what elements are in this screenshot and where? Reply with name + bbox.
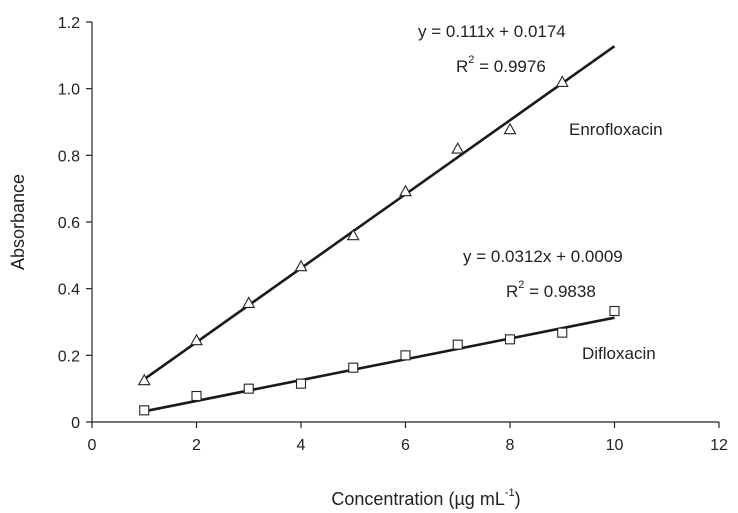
y-tick-label: 0.4: [58, 282, 80, 299]
x-tick-label: 0: [88, 437, 97, 454]
series-label-enrofloxacin: Enrofloxacin: [569, 120, 663, 139]
point-difloxacin: [504, 334, 516, 345]
x-axis-title-main: Concentration (µg mL: [331, 489, 504, 509]
x-tick-label: 8: [506, 437, 515, 454]
x-axis-title-sup: -1: [505, 487, 515, 499]
fit-line-enrofloxacin: [143, 45, 616, 381]
r2-difloxacin-value: = 0.9838: [524, 282, 595, 301]
point-difloxacin: [348, 362, 359, 373]
x-tick-label: 10: [606, 437, 624, 454]
x-axis-title-close: ): [515, 489, 521, 509]
x-tick-label: 12: [710, 437, 728, 454]
data-markers: [137, 75, 620, 416]
fit-line-difloxacin: [143, 316, 615, 413]
point-difloxacin: [557, 327, 568, 338]
point-enrofloxacin: [294, 259, 308, 272]
equation-enrofloxacin: y = 0.111x + 0.0174: [418, 22, 566, 41]
point-enrofloxacin: [190, 333, 203, 346]
equation-difloxacin: y = 0.0312x + 0.0009: [463, 247, 623, 266]
ticks: 0 2 4 6 8 10 12 0 0.2 0.4 0.6 0.8 1.0 1.2: [58, 15, 728, 454]
r2-enrofloxacin: R2 = 0.9976: [456, 54, 546, 76]
point-enrofloxacin: [399, 184, 412, 197]
r2-enrofloxacin-sup: 2: [468, 54, 474, 66]
point-difloxacin: [191, 390, 202, 402]
point-enrofloxacin: [503, 122, 517, 135]
y-tick-label: 0: [71, 415, 80, 432]
x-axis-title: Concentration (µg mL-1): [331, 487, 520, 509]
point-enrofloxacin: [346, 228, 360, 241]
point-difloxacin: [452, 339, 463, 350]
point-enrofloxacin: [242, 296, 256, 308]
point-enrofloxacin: [555, 75, 569, 87]
r2-enrofloxacin-value: = 0.9976: [474, 57, 545, 76]
fit-lines: [143, 45, 616, 413]
y-tick-label: 0.2: [58, 348, 80, 365]
point-enrofloxacin: [451, 142, 465, 154]
point-difloxacin: [295, 378, 307, 389]
y-tick-label: 1.0: [58, 82, 80, 99]
point-difloxacin: [609, 305, 620, 317]
r2-difloxacin-prefix: R: [506, 282, 518, 301]
point-difloxacin: [243, 383, 254, 394]
y-tick-label: 1.2: [58, 15, 80, 32]
point-difloxacin: [139, 405, 150, 416]
r2-difloxacin-sup: 2: [518, 279, 524, 291]
x-tick-label: 4: [297, 437, 306, 454]
r2-difloxacin: R2 = 0.9838: [506, 279, 596, 301]
y-tick-label: 0.6: [58, 215, 80, 232]
x-tick-label: 6: [401, 437, 410, 454]
r2-enrofloxacin-prefix: R: [456, 57, 468, 76]
x-tick-label: 2: [192, 437, 201, 454]
y-axis-title: Absorbance: [8, 174, 28, 270]
y-tick-label: 0.8: [58, 148, 80, 165]
series-label-difloxacin: Difloxacin: [582, 344, 656, 363]
point-difloxacin: [400, 350, 411, 361]
point-enrofloxacin: [137, 373, 151, 386]
